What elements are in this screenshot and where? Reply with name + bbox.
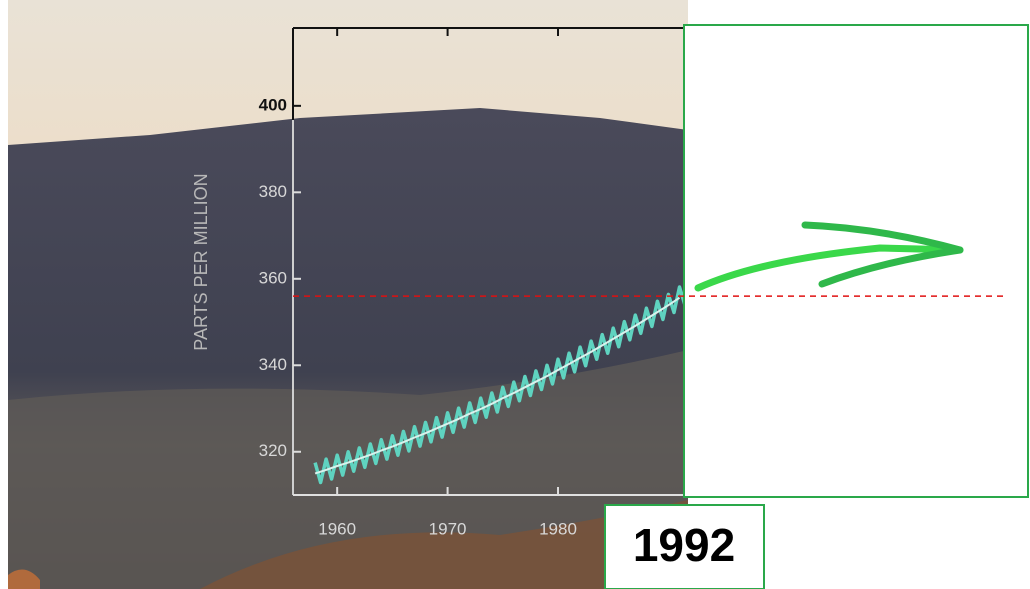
year-label: 1992 (633, 519, 735, 571)
data-line (314, 296, 681, 475)
y-axis-label: PARTS PER MILLION (191, 173, 211, 350)
background-photo (8, 0, 688, 589)
x-tick-label: 1980 (539, 519, 577, 538)
y-tick-label: 380 (259, 182, 287, 201)
y-tick-label: 340 (259, 355, 287, 374)
year-box (604, 504, 765, 589)
y-tick-label: 400 (259, 95, 287, 114)
x-tick-label: 1960 (318, 519, 356, 538)
y-tick-label: 320 (259, 441, 287, 460)
cover-panel (683, 24, 1029, 498)
x-tick-label: 1970 (429, 519, 467, 538)
y-tick-label: 360 (259, 268, 287, 287)
plot: PARTS PER MILLION 320 340 360 380 400 1960 197… (191, 27, 688, 538)
green-arrow (694, 221, 964, 292)
